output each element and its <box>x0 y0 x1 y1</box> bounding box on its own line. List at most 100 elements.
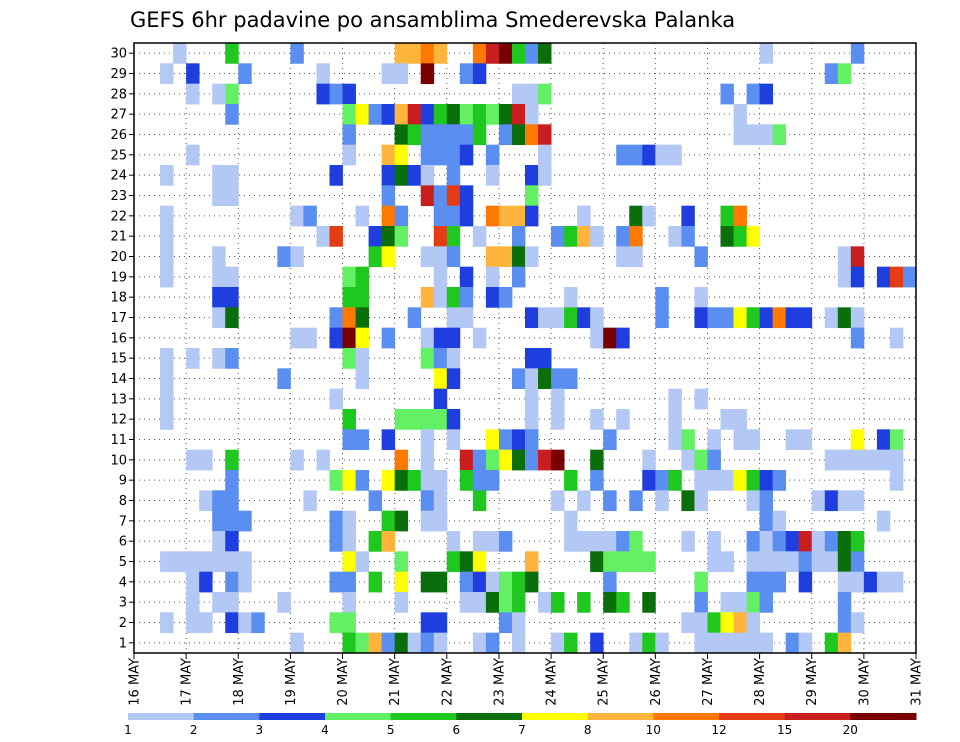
heatmap-cell <box>603 592 617 613</box>
heatmap-cell <box>746 83 760 105</box>
heatmap-cell <box>694 388 708 410</box>
heatmap-cell <box>290 246 304 268</box>
heatmap-cell <box>446 327 461 349</box>
heatmap-cell <box>225 571 239 593</box>
heatmap-cell <box>538 592 552 613</box>
heatmap-cell <box>303 490 317 512</box>
heatmap-cell <box>433 327 448 349</box>
x-tick-label: 23 MAY <box>492 658 507 706</box>
heatmap-cell <box>759 531 774 552</box>
heatmap-cell <box>694 612 708 634</box>
heatmap-cell <box>538 144 552 166</box>
heatmap-cell <box>746 490 760 512</box>
heatmap-cell <box>459 571 474 593</box>
heatmap-cell <box>525 571 539 593</box>
heatmap-cell <box>733 226 747 247</box>
x-tick-label: 28 MAY <box>753 658 768 706</box>
heatmap-cell <box>759 470 774 491</box>
heatmap-cell <box>459 144 474 166</box>
heatmap-cell <box>681 531 695 552</box>
heatmap-cell <box>433 266 448 288</box>
heatmap-cell <box>381 205 396 227</box>
heatmap-cell <box>498 246 513 268</box>
heatmap-cell <box>212 531 226 552</box>
legend-swatch <box>259 713 326 720</box>
heatmap-cell <box>772 531 787 552</box>
heatmap-cell <box>655 470 669 491</box>
heatmap-cell <box>212 246 226 268</box>
heatmap-cell <box>342 124 356 146</box>
heatmap-cell <box>342 307 356 329</box>
heatmap-cell <box>446 124 461 146</box>
heatmap-cell <box>212 266 226 288</box>
heatmap-cell <box>485 144 500 166</box>
heatmap-cell <box>459 470 474 491</box>
y-tick-label: 24 <box>110 169 127 184</box>
heatmap-cell <box>681 449 695 471</box>
heatmap-cell <box>511 632 526 654</box>
legend-label: 5 <box>387 723 395 737</box>
heatmap-cell <box>342 266 356 288</box>
heatmap-cell <box>902 266 917 288</box>
heatmap-cell <box>407 409 422 430</box>
heatmap-cell <box>850 571 865 593</box>
heatmap-cell <box>446 144 461 166</box>
heatmap-cell <box>199 551 213 573</box>
heatmap-cell <box>798 571 813 593</box>
heatmap-cell <box>420 632 435 654</box>
heatmap-cell <box>225 612 239 634</box>
legend-label: 4 <box>321 723 329 737</box>
heatmap-cell <box>603 571 617 593</box>
y-tick-label: 11 <box>110 433 127 448</box>
x-tick-label: 20 MAY <box>336 658 351 706</box>
heatmap-cell <box>733 632 747 654</box>
legend-label: 12 <box>711 723 726 737</box>
heatmap-cell <box>694 632 708 654</box>
heatmap-cell <box>720 612 734 634</box>
heatmap-cell <box>160 226 174 247</box>
heatmap-cell <box>564 470 578 491</box>
heatmap-cell <box>355 205 369 227</box>
heatmap-cell <box>394 551 409 573</box>
heatmap-cell <box>837 490 852 512</box>
y-tick-label: 10 <box>110 453 127 468</box>
heatmap-cell <box>485 632 500 654</box>
heatmap-cell <box>564 531 578 552</box>
heatmap-cell <box>420 409 435 430</box>
heatmap-cell <box>720 83 734 105</box>
heatmap-cell <box>733 307 747 329</box>
heatmap-cell <box>212 83 226 105</box>
heatmap-cell <box>316 226 330 247</box>
legend-swatch <box>325 713 392 720</box>
heatmap-cell <box>746 307 760 329</box>
heatmap-cell <box>212 490 226 512</box>
y-tick-label: 9 <box>119 474 127 489</box>
heatmap-cell <box>824 490 839 512</box>
heatmap-cell <box>342 409 356 430</box>
heatmap-cell <box>759 551 774 573</box>
heatmap-cell <box>186 551 200 573</box>
heatmap-cell <box>186 571 200 593</box>
heatmap-cell <box>759 632 774 654</box>
heatmap-cell <box>551 449 565 471</box>
y-tick-label: 19 <box>110 270 127 285</box>
heatmap-cell <box>420 429 435 451</box>
heatmap-cell <box>394 63 409 85</box>
y-tick-label: 28 <box>110 87 127 102</box>
heatmap-cell <box>472 571 487 593</box>
heatmap-cell <box>746 470 760 491</box>
heatmap-cell <box>694 571 708 593</box>
heatmap-cell <box>485 205 500 227</box>
heatmap-cell <box>485 246 500 268</box>
heatmap-cell <box>381 632 396 654</box>
heatmap-cell <box>603 429 617 451</box>
heatmap-cell <box>720 632 734 654</box>
heatmap-cell <box>433 144 448 166</box>
heatmap-cell <box>472 551 487 573</box>
heatmap-cell <box>212 185 226 207</box>
heatmap-cell <box>459 266 474 288</box>
legend-swatch <box>193 713 260 720</box>
heatmap-cell <box>316 83 330 105</box>
heatmap-cell <box>642 205 656 227</box>
heatmap-cell <box>564 632 578 654</box>
